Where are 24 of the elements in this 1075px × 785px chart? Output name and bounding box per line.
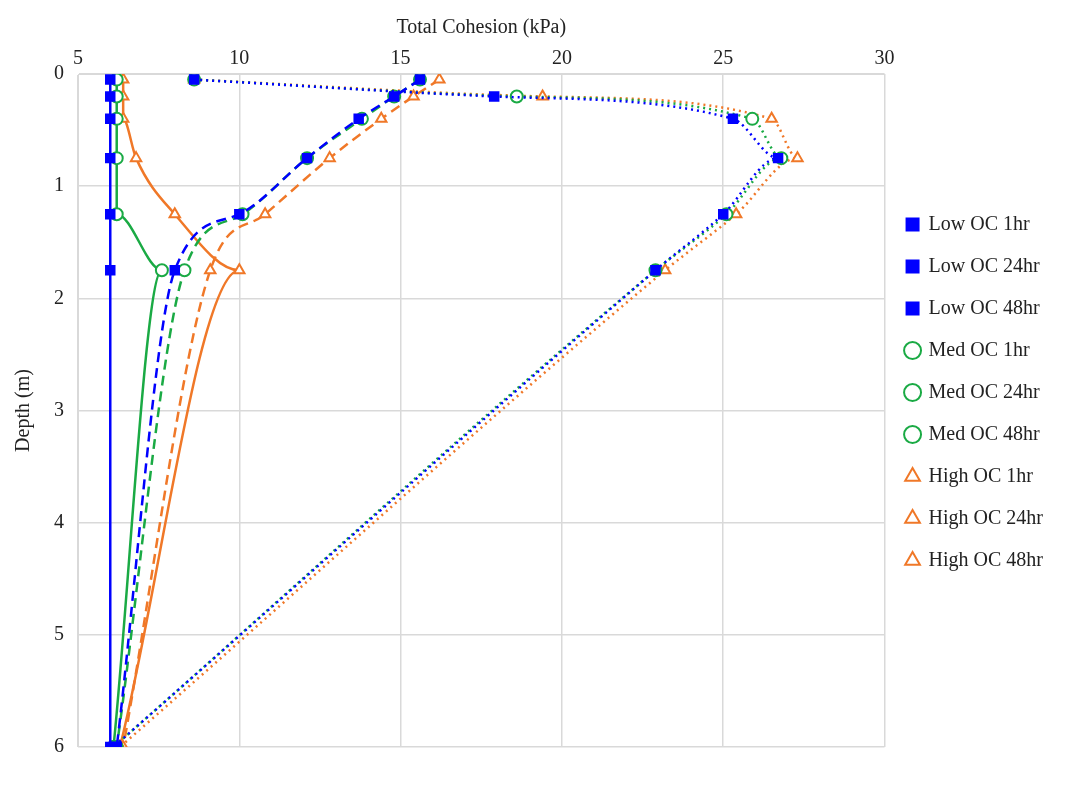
legend-label: High OC 1hr bbox=[928, 463, 1034, 487]
legend-label: Low OC 24hr bbox=[928, 253, 1040, 276]
y-tick-label: 3 bbox=[54, 397, 64, 420]
x-tick-label: 5 bbox=[73, 46, 83, 69]
legend-label: Low OC 1hr bbox=[928, 211, 1030, 234]
y-tick-label: 1 bbox=[54, 173, 64, 196]
x-tick-label: 25 bbox=[713, 46, 734, 69]
legend-label: Med OC 1hr bbox=[928, 337, 1030, 360]
y-tick-label: 4 bbox=[54, 509, 64, 532]
legend-label: Med OC 24hr bbox=[928, 379, 1040, 402]
legend-label: High OC 48hr bbox=[928, 547, 1044, 571]
y-tick-label: 6 bbox=[54, 734, 64, 757]
y-tick-label: 0 bbox=[54, 61, 64, 84]
legend-label: Med OC 48hr bbox=[928, 421, 1040, 444]
legend-label: High OC 24hr bbox=[928, 505, 1044, 529]
x-tick-label: 15 bbox=[390, 46, 411, 69]
y-axis-title: Depth (m) bbox=[11, 369, 35, 452]
y-tick-label: 2 bbox=[54, 285, 64, 308]
legend-label: Low OC 48hr bbox=[928, 295, 1040, 318]
x-tick-label: 10 bbox=[229, 46, 250, 69]
y-tick-label: 5 bbox=[54, 622, 64, 645]
x-tick-label: 20 bbox=[551, 46, 572, 69]
x-tick-label: 30 bbox=[874, 46, 895, 69]
x-axis-title: Total Cohesion (kPa) bbox=[396, 15, 567, 39]
